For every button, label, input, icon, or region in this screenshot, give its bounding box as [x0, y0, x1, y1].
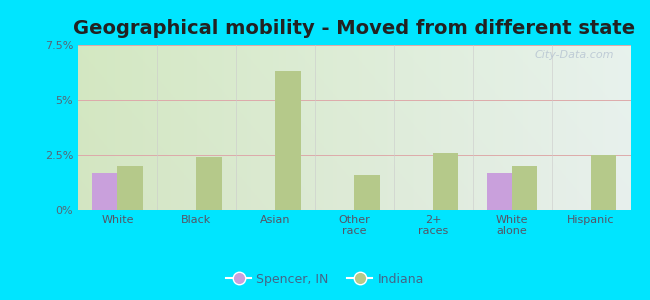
Bar — [92, 172, 118, 210]
Bar — [591, 155, 616, 210]
Bar — [118, 166, 143, 210]
Bar — [512, 166, 538, 210]
Bar — [433, 153, 458, 210]
Text: City-Data.com: City-Data.com — [534, 50, 614, 60]
Legend: Spencer, IN, Indiana: Spencer, IN, Indiana — [221, 268, 429, 291]
Bar — [276, 71, 300, 210]
Title: Geographical mobility - Moved from different state: Geographical mobility - Moved from diffe… — [73, 19, 635, 38]
Bar — [354, 175, 380, 210]
Bar — [487, 172, 512, 210]
Bar — [196, 157, 222, 210]
